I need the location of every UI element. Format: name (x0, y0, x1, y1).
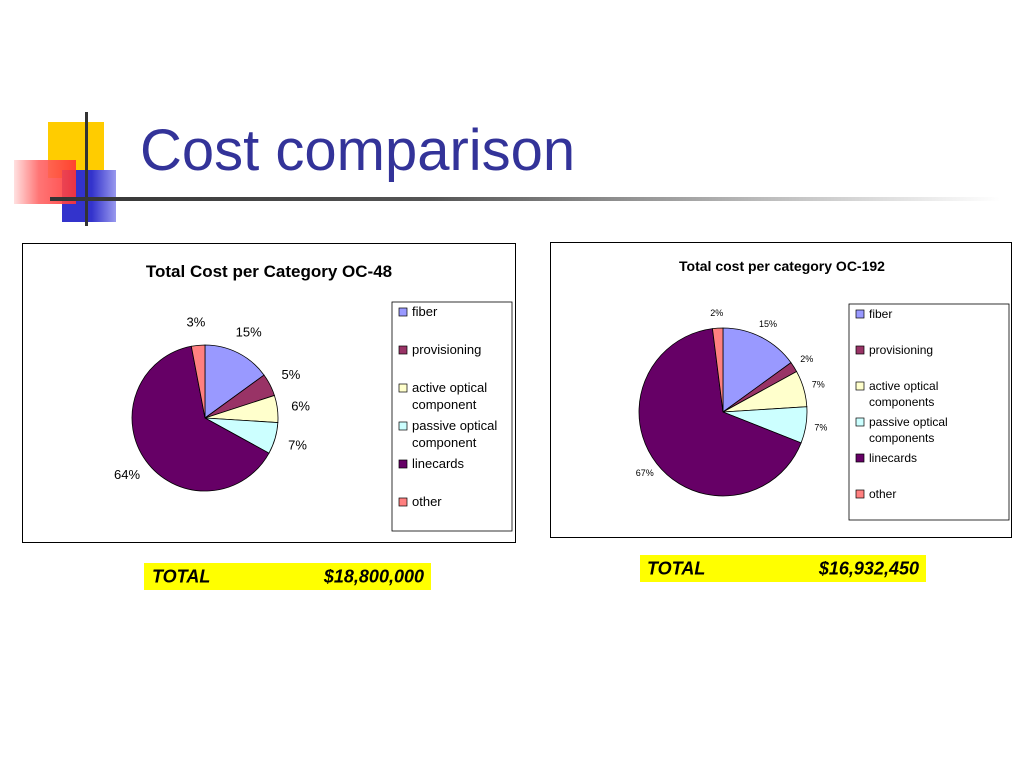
pie-label-active-optical-components: 7% (812, 380, 825, 390)
legend-swatch-provisioning (855, 345, 865, 355)
legend-swatch-linecards (398, 459, 408, 469)
pie-label-passive-optical-component: 7% (288, 437, 307, 452)
legend-item-passive-optical-component: passive optical component (412, 418, 497, 450)
pie-slice-other (712, 327, 724, 413)
legend-item-fiber: fiber (412, 304, 438, 319)
legend-item-provisioning: provisioning (412, 342, 481, 357)
total-oc48-value: $18,800,000 (323, 566, 424, 586)
legend-swatch-other (855, 489, 865, 499)
legend-item-provisioning: provisioning (869, 343, 933, 357)
legend-swatch-fiber (398, 307, 408, 317)
pie-label-other: 3% (187, 315, 206, 330)
title-rule (50, 197, 1000, 201)
total-oc192-label: TOTAL (647, 558, 706, 578)
chart-oc48-frame: Total Cost per Category OC-48 15% 5% 6% 7% 64… (22, 243, 516, 543)
total-oc192: TOTAL $16,932,450 (640, 555, 926, 582)
total-oc48: TOTAL $18,800,000 (144, 563, 431, 590)
pie-slice-linecards (131, 345, 270, 492)
pie-label-provisioning: 5% (282, 367, 301, 382)
pie-label-fiber: 15% (236, 325, 262, 340)
legend-swatch-active-optical-components (855, 381, 865, 391)
pie-label-active-optical-component: 6% (291, 399, 310, 414)
legend-box (391, 301, 513, 532)
deco-red-square (14, 160, 76, 204)
slide-title: Cost comparison (140, 118, 576, 183)
total-oc48-label: TOTAL (152, 566, 211, 586)
legend-item-linecards: linecards (869, 451, 917, 465)
chart-oc192: Total cost per category OC-192 15% 2% 7% 7% 6… (636, 258, 1010, 521)
total-oc192-value: $16,932,450 (818, 558, 919, 578)
pie-label-passive-optical-components: 7% (814, 423, 827, 433)
chart-oc48: Total Cost per Category OC-48 15% 5% 6% 7% 64… (114, 262, 513, 532)
deco-vertical-line (85, 112, 88, 226)
legend-item-other: other (412, 494, 442, 509)
pie-label-linecards: 64% (114, 467, 140, 482)
legend-item-linecards: linecards (412, 456, 465, 471)
legend-swatch-passive-optical-components (855, 417, 865, 427)
legend-item-active-optical-component: active optical component (412, 380, 487, 412)
legend-swatch-provisioning (398, 345, 408, 355)
pie-slice-linecards (638, 328, 802, 497)
pie-label-provisioning: 2% (800, 354, 813, 364)
pie-slice-fiber (722, 327, 792, 413)
legend-item-fiber: fiber (869, 307, 892, 321)
legend-item-other: other (869, 487, 896, 501)
pie-slice-fiber (204, 344, 265, 419)
pie-label-fiber: 15% (759, 319, 777, 329)
pie-slice-other (190, 344, 206, 419)
legend-swatch-other (398, 497, 408, 507)
pie-label-linecards: 67% (636, 468, 654, 478)
legend-swatch-fiber (855, 309, 865, 319)
chart-title: Total cost per category OC-192 (679, 258, 885, 274)
legend-item-active-optical-components: active optical components (869, 379, 938, 409)
legend-swatch-passive-optical-component (398, 421, 408, 431)
pie-label-other: 2% (710, 308, 723, 318)
legend-item-passive-optical-components: passive optical components (869, 415, 948, 445)
legend-swatch-linecards (855, 453, 865, 463)
legend-swatch-active-optical-component (398, 383, 408, 393)
chart-oc192-frame: Total cost per category OC-192 15% 2% 7% 7% 6… (550, 242, 1012, 538)
legend-box (848, 303, 1010, 521)
chart-title: Total Cost per Category OC-48 (146, 262, 392, 281)
